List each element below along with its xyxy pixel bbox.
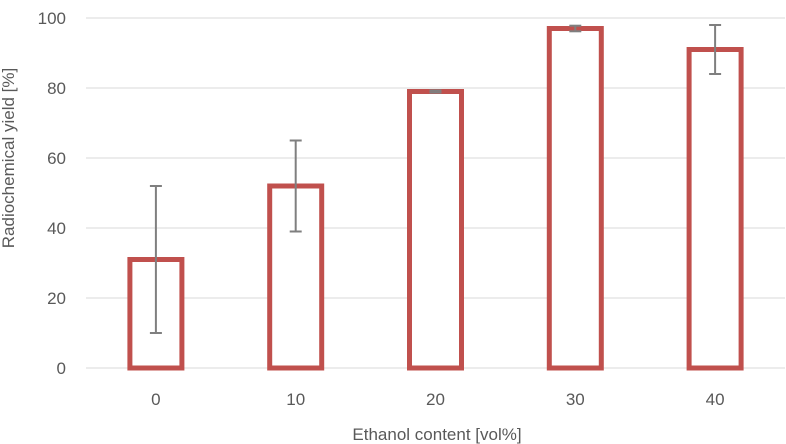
x-tick-label: 20	[426, 390, 445, 409]
error-bars	[149, 24, 722, 334]
y-tick-label: 100	[38, 9, 66, 28]
y-tick-label: 60	[47, 149, 66, 168]
x-tick-label: 0	[151, 390, 160, 409]
x-tick-label: 30	[566, 390, 585, 409]
y-tick-label: 80	[47, 79, 66, 98]
y-tick-labels: 0 20 40 60 80 100	[38, 9, 66, 378]
error-bar	[289, 139, 302, 233]
x-tick-label: 40	[706, 390, 725, 409]
bar	[407, 89, 464, 371]
x-tick-labels: 0 10 20 30 40	[151, 390, 724, 409]
bar	[546, 26, 604, 371]
error-bar	[149, 185, 162, 334]
error-bar	[709, 24, 722, 75]
x-axis-title: Ethanol content [vol%]	[352, 425, 521, 444]
bars	[127, 26, 744, 371]
y-tick-label: 0	[57, 359, 66, 378]
y-tick-label: 40	[47, 219, 66, 238]
x-tick-label: 10	[286, 390, 305, 409]
bar	[686, 47, 744, 371]
y-tick-label: 20	[47, 289, 66, 308]
y-axis-title: Radiochemical yield [%]	[0, 68, 18, 248]
error-bar	[429, 89, 442, 94]
error-bar	[569, 24, 582, 33]
